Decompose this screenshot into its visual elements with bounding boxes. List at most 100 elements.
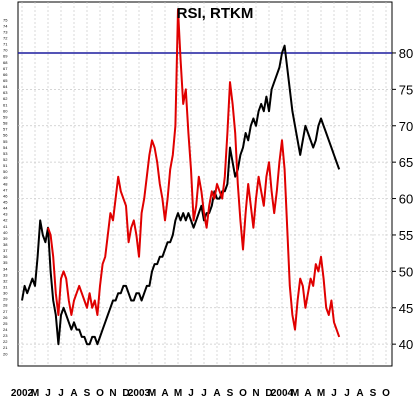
left-tick-label: 21 bbox=[3, 345, 8, 350]
left-tick-label: 36 bbox=[3, 254, 8, 259]
left-tick-label: 75 bbox=[3, 17, 8, 22]
left-tick-label: 22 bbox=[3, 339, 8, 344]
x-tick-label: O bbox=[382, 388, 390, 399]
left-tick-label: 35 bbox=[3, 260, 8, 265]
x-tick-label: J bbox=[201, 388, 207, 399]
left-tick-label: 41 bbox=[3, 224, 8, 229]
left-tick-label: 71 bbox=[3, 42, 8, 47]
left-tick-label: 44 bbox=[3, 206, 8, 211]
x-tick-label: S bbox=[84, 388, 91, 399]
x-tick-label: A bbox=[70, 388, 77, 399]
left-tick-label: 68 bbox=[3, 60, 8, 65]
x-tick-label: J bbox=[344, 388, 350, 399]
x-tick-label: D bbox=[265, 388, 272, 399]
left-tick-label: 25 bbox=[3, 321, 8, 326]
left-tick-label: 53 bbox=[3, 151, 8, 156]
x-tick-label: O bbox=[96, 388, 104, 399]
left-tick-label: 33 bbox=[3, 272, 8, 277]
left-tick-label: 69 bbox=[3, 54, 8, 59]
left-tick-label: 58 bbox=[3, 121, 8, 126]
series-line-2 bbox=[47, 8, 341, 338]
x-tick-label: D bbox=[122, 388, 129, 399]
left-tick-label: 55 bbox=[3, 139, 8, 144]
x-tick-label: J bbox=[331, 388, 337, 399]
left-tick-label: 40 bbox=[3, 230, 8, 235]
x-tick-label: N bbox=[252, 388, 259, 399]
x-tick-label: M bbox=[174, 388, 182, 399]
left-tick-label: 47 bbox=[3, 187, 8, 192]
right-tick-label: 40 bbox=[399, 337, 413, 352]
left-tick-label: 73 bbox=[3, 29, 8, 34]
left-tick-label: 38 bbox=[3, 242, 8, 247]
right-tick-label: 80 bbox=[399, 46, 413, 61]
left-tick-label: 30 bbox=[3, 291, 8, 296]
left-tick-label: 63 bbox=[3, 90, 8, 95]
right-tick-label: 60 bbox=[399, 192, 413, 207]
left-tick-label: 67 bbox=[3, 66, 8, 71]
left-tick-label: 42 bbox=[3, 218, 8, 223]
left-tick-label: 51 bbox=[3, 163, 8, 168]
x-tick-label: O bbox=[239, 388, 247, 399]
x-tick-label: 2004 bbox=[271, 388, 294, 399]
x-tick-label: M bbox=[31, 388, 39, 399]
left-tick-label: 72 bbox=[3, 36, 8, 41]
left-tick-label: 61 bbox=[3, 102, 8, 107]
left-tick-label: 62 bbox=[3, 96, 8, 101]
right-tick-label: 75 bbox=[399, 82, 413, 97]
x-tick-label: J bbox=[45, 388, 51, 399]
x-tick-label: M bbox=[148, 388, 156, 399]
x-tick-label: 2002 bbox=[11, 388, 34, 399]
left-tick-label: 23 bbox=[3, 333, 8, 338]
left-tick-label: 31 bbox=[3, 285, 8, 290]
right-axis-ticks: 40 45 50 55 60 65 70 75 80 bbox=[392, 46, 413, 352]
left-tick-label: 26 bbox=[3, 315, 8, 320]
x-tick-label: J bbox=[58, 388, 64, 399]
left-tick-label: 20 bbox=[3, 351, 8, 356]
left-tick-label: 56 bbox=[3, 133, 8, 138]
x-tick-label: 2003 bbox=[128, 388, 151, 399]
left-tick-label: 43 bbox=[3, 212, 8, 217]
x-tick-label: A bbox=[161, 388, 168, 399]
left-tick-label: 50 bbox=[3, 169, 8, 174]
right-tick-label: 65 bbox=[399, 155, 413, 170]
series-line-1 bbox=[21, 44, 341, 346]
left-tick-label: 65 bbox=[3, 78, 8, 83]
x-tick-label: M bbox=[291, 388, 299, 399]
left-tick-label: 32 bbox=[3, 278, 8, 283]
right-tick-label: 50 bbox=[399, 264, 413, 279]
chart-title: RSI, RTKM bbox=[177, 5, 254, 22]
left-tick-label: 37 bbox=[3, 248, 8, 253]
right-tick-label: 55 bbox=[399, 228, 413, 243]
series-lines bbox=[21, 8, 341, 346]
x-tick-label: J bbox=[188, 388, 194, 399]
left-tick-label: 29 bbox=[3, 297, 8, 302]
left-tick-label: 74 bbox=[3, 23, 8, 28]
left-tick-label: 28 bbox=[3, 303, 8, 308]
x-tick-label: M bbox=[317, 388, 325, 399]
left-tick-label: 39 bbox=[3, 236, 8, 241]
left-tick-label: 66 bbox=[3, 72, 8, 77]
left-tick-label: 49 bbox=[3, 175, 8, 180]
left-tick-label: 52 bbox=[3, 157, 8, 162]
left-tick-label: 48 bbox=[3, 181, 8, 186]
left-tick-label: 34 bbox=[3, 266, 8, 271]
left-tick-label: 54 bbox=[3, 145, 8, 150]
left-tick-label: 57 bbox=[3, 127, 8, 132]
x-tick-label: S bbox=[227, 388, 234, 399]
x-tick-label: A bbox=[356, 388, 363, 399]
right-tick-label: 70 bbox=[399, 119, 413, 134]
x-tick-label: S bbox=[370, 388, 377, 399]
left-tick-label: 24 bbox=[3, 327, 8, 332]
left-tick-label: 59 bbox=[3, 114, 8, 119]
left-tick-label: 64 bbox=[3, 84, 8, 89]
left-tick-label: 70 bbox=[3, 48, 8, 53]
x-tick-label: N bbox=[109, 388, 116, 399]
left-tick-label: 60 bbox=[3, 108, 8, 113]
left-tick-label: 46 bbox=[3, 193, 8, 198]
x-tick-label: A bbox=[213, 388, 220, 399]
left-tick-label: 27 bbox=[3, 309, 8, 314]
right-tick-label: 45 bbox=[399, 301, 413, 316]
